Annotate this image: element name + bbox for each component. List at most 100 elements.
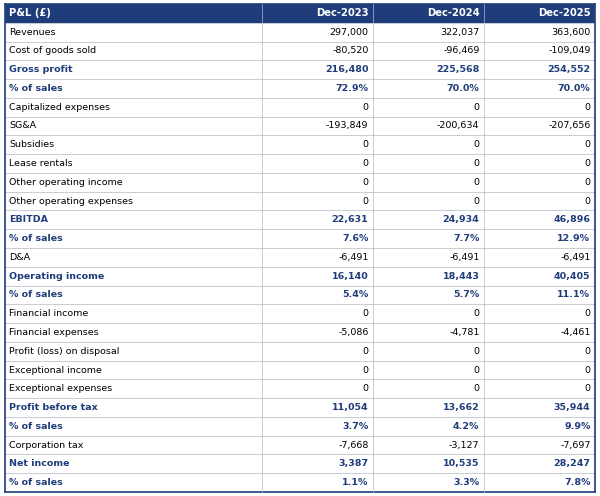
Bar: [484, 229, 595, 248]
Bar: [262, 191, 373, 210]
Bar: [5, 191, 262, 210]
Bar: [373, 98, 484, 117]
Bar: [262, 305, 373, 323]
Bar: [373, 4, 484, 23]
Text: 11,054: 11,054: [332, 403, 368, 412]
Bar: [373, 42, 484, 61]
Bar: [484, 23, 595, 42]
Bar: [262, 173, 373, 191]
Bar: [5, 4, 262, 23]
Text: SG&A: SG&A: [9, 122, 36, 130]
Text: -80,520: -80,520: [332, 47, 368, 56]
Bar: [373, 342, 484, 361]
Bar: [373, 417, 484, 435]
Bar: [262, 398, 373, 417]
Text: 0: 0: [584, 140, 590, 149]
Text: 322,037: 322,037: [440, 28, 479, 37]
Text: 7.8%: 7.8%: [564, 478, 590, 487]
Bar: [484, 191, 595, 210]
Text: -200,634: -200,634: [437, 122, 479, 130]
Text: Capitalized expenses: Capitalized expenses: [9, 103, 110, 112]
Text: % of sales: % of sales: [9, 422, 63, 431]
Text: 5.7%: 5.7%: [453, 291, 479, 300]
Text: 7.6%: 7.6%: [342, 234, 368, 243]
Bar: [5, 135, 262, 154]
Text: Lease rentals: Lease rentals: [9, 159, 73, 168]
Bar: [484, 379, 595, 398]
Text: 0: 0: [362, 103, 368, 112]
Text: 3.3%: 3.3%: [453, 478, 479, 487]
Bar: [484, 342, 595, 361]
Bar: [373, 305, 484, 323]
Bar: [373, 454, 484, 473]
Text: -5,086: -5,086: [338, 328, 368, 337]
Bar: [262, 379, 373, 398]
Bar: [484, 210, 595, 229]
Text: 0: 0: [473, 384, 479, 393]
Bar: [5, 398, 262, 417]
Text: 0: 0: [584, 159, 590, 168]
Bar: [373, 473, 484, 492]
Text: -3,127: -3,127: [449, 440, 479, 449]
Text: Exceptional expenses: Exceptional expenses: [9, 384, 112, 393]
Bar: [262, 23, 373, 42]
Text: Profit before tax: Profit before tax: [9, 403, 98, 412]
Bar: [262, 98, 373, 117]
Text: -6,491: -6,491: [338, 253, 368, 262]
Bar: [5, 173, 262, 191]
Text: 10,535: 10,535: [443, 459, 479, 468]
Text: -6,491: -6,491: [560, 253, 590, 262]
Text: 0: 0: [473, 347, 479, 356]
Text: 12.9%: 12.9%: [557, 234, 590, 243]
Text: 225,568: 225,568: [436, 65, 479, 74]
Text: 7.7%: 7.7%: [453, 234, 479, 243]
Bar: [5, 42, 262, 61]
Text: 3.7%: 3.7%: [342, 422, 368, 431]
Text: 18,443: 18,443: [443, 272, 479, 281]
Text: Cost of goods sold: Cost of goods sold: [9, 47, 96, 56]
Text: % of sales: % of sales: [9, 478, 63, 487]
Bar: [373, 323, 484, 342]
Bar: [5, 361, 262, 379]
Bar: [5, 454, 262, 473]
Bar: [484, 98, 595, 117]
Text: 0: 0: [362, 347, 368, 356]
Bar: [373, 379, 484, 398]
Text: 70.0%: 70.0%: [446, 84, 479, 93]
Text: 0: 0: [584, 103, 590, 112]
Text: 363,600: 363,600: [551, 28, 590, 37]
Text: 0: 0: [362, 159, 368, 168]
Text: 0: 0: [473, 103, 479, 112]
Text: -4,781: -4,781: [449, 328, 479, 337]
Text: 0: 0: [473, 140, 479, 149]
Text: -7,697: -7,697: [560, 440, 590, 449]
Bar: [262, 248, 373, 267]
Text: 0: 0: [584, 347, 590, 356]
Text: 11.1%: 11.1%: [557, 291, 590, 300]
Bar: [484, 248, 595, 267]
Text: 70.0%: 70.0%: [557, 84, 590, 93]
Bar: [484, 154, 595, 173]
Bar: [262, 473, 373, 492]
Text: -109,049: -109,049: [548, 47, 590, 56]
Bar: [484, 61, 595, 79]
Text: 35,944: 35,944: [554, 403, 590, 412]
Text: -4,461: -4,461: [560, 328, 590, 337]
Bar: [484, 42, 595, 61]
Text: 0: 0: [473, 366, 479, 374]
Bar: [373, 61, 484, 79]
Bar: [5, 79, 262, 98]
Bar: [5, 154, 262, 173]
Bar: [373, 286, 484, 305]
Text: Subsidies: Subsidies: [9, 140, 54, 149]
Bar: [5, 248, 262, 267]
Text: 16,140: 16,140: [332, 272, 368, 281]
Text: 9.9%: 9.9%: [564, 422, 590, 431]
Text: EBITDA: EBITDA: [9, 215, 48, 224]
Text: 254,552: 254,552: [547, 65, 590, 74]
Text: 0: 0: [362, 196, 368, 205]
Text: Other operating income: Other operating income: [9, 178, 122, 187]
Text: Dec-2024: Dec-2024: [427, 8, 479, 18]
Bar: [262, 4, 373, 23]
Bar: [373, 117, 484, 135]
